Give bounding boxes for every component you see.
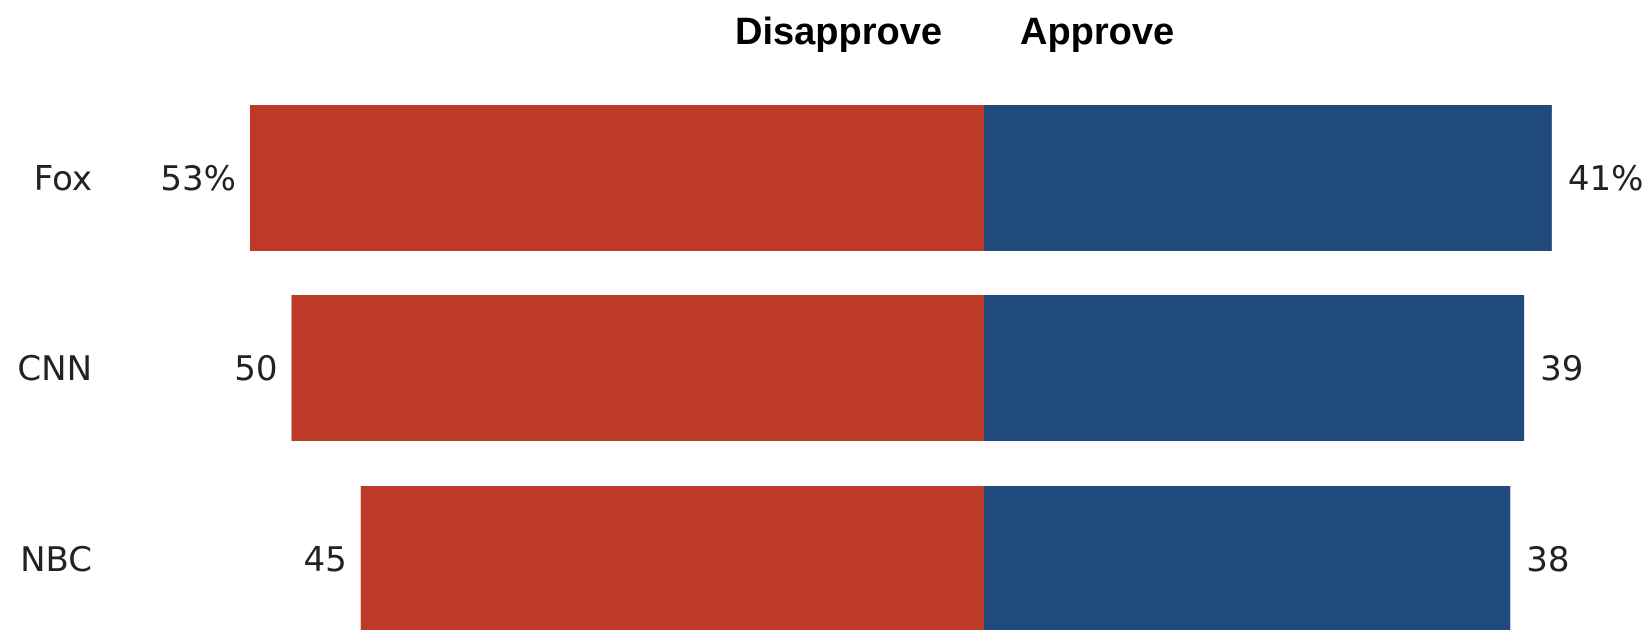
- category-label-fox: Fox: [34, 159, 92, 199]
- bar-approve-fox: [984, 105, 1552, 251]
- value-label-approve-nbc: 38: [1526, 540, 1569, 580]
- header-disapprove: Disapprove: [735, 11, 942, 53]
- bar-disapprove-nbc: [360, 486, 984, 630]
- bar-disapprove-fox: [249, 105, 984, 251]
- value-label-disapprove-fox: 53%: [160, 159, 236, 199]
- bar-approve-nbc: [984, 486, 1511, 630]
- value-label-approve-cnn: 39: [1540, 349, 1583, 389]
- header-approve: Approve: [1020, 11, 1174, 53]
- value-label-disapprove-cnn: 50: [234, 349, 277, 389]
- category-label-nbc: NBC: [20, 540, 92, 580]
- value-label-approve-fox: 41%: [1568, 159, 1644, 199]
- category-label-cnn: CNN: [17, 349, 92, 389]
- value-label-disapprove-nbc: 45: [303, 540, 346, 580]
- bar-disapprove-cnn: [291, 295, 984, 441]
- bar-approve-cnn: [984, 295, 1525, 441]
